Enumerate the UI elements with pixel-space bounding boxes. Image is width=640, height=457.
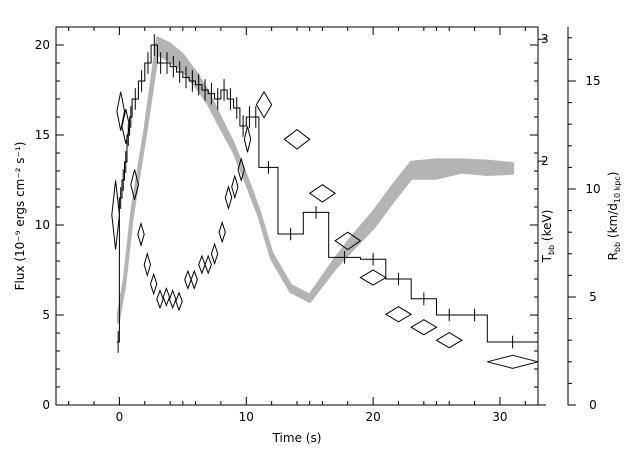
y3-tick-label: 5 xyxy=(589,290,597,304)
y-tick-label: 20 xyxy=(35,38,50,52)
radius-diamond xyxy=(231,174,239,200)
radius-diamond xyxy=(334,231,362,251)
flux-bin-point xyxy=(179,71,181,73)
flux-bin-point xyxy=(217,98,219,100)
svg-text:Rbb (km/d10 kpc): Rbb (km/d10 kpc) xyxy=(606,172,622,261)
radius-diamond xyxy=(224,185,233,211)
radius-diamond xyxy=(168,289,177,310)
flux-bin-point xyxy=(166,62,168,64)
radius-diamond xyxy=(143,252,152,278)
flux-bin-point xyxy=(147,62,149,64)
flux-bin-point xyxy=(315,211,317,213)
flux-bin-point xyxy=(255,116,257,118)
x-axis: 0 10 20 30 xyxy=(55,27,526,424)
radius-diamond xyxy=(210,242,219,266)
radius-diamond xyxy=(175,291,183,312)
radius-diamond xyxy=(116,91,126,131)
y-axis-left: 0 5 10 15 20 xyxy=(35,38,538,412)
flux-bin-point xyxy=(117,341,119,343)
flux-bin-point xyxy=(290,233,292,235)
radius-diamond xyxy=(359,269,387,286)
flux-bin-point xyxy=(242,125,244,127)
y2-tick-label: 3 xyxy=(541,32,549,46)
flux-bin-point xyxy=(130,116,132,118)
flux-bin-point xyxy=(120,197,122,199)
x-tick-label: 30 xyxy=(492,410,507,424)
radius-diamond xyxy=(111,180,120,250)
flux-bin-point xyxy=(372,258,374,260)
flux-bin-point xyxy=(343,256,346,258)
radius-diamond xyxy=(308,184,336,203)
temperature-band xyxy=(116,36,515,324)
flux-bin-point xyxy=(122,179,124,181)
radius-diamond xyxy=(384,306,413,323)
x-axis-label: Time (s) xyxy=(272,431,322,445)
y3-tick-label: 10 xyxy=(585,182,600,196)
radius-diamond-layer xyxy=(111,90,539,369)
flux-bin-point xyxy=(210,93,212,95)
radius-diamond xyxy=(121,108,131,144)
flux-bin-point xyxy=(153,44,155,46)
flux-bin-point xyxy=(512,341,514,343)
radius-diamond xyxy=(255,90,273,119)
flux-bin-point xyxy=(160,62,162,64)
y2-tick-label: 2 xyxy=(541,154,549,168)
flux-bin-point xyxy=(473,314,476,316)
y2-axis-label: Tbb (keV) xyxy=(540,210,556,264)
radius-diamond xyxy=(190,269,198,290)
y3-axis-label: Rbb (km/d10 kpc) xyxy=(606,172,622,261)
flux-bin-point xyxy=(223,89,225,91)
radius-diamond xyxy=(410,319,438,336)
flux-bin-point xyxy=(172,66,174,68)
radius-diamond xyxy=(130,169,139,200)
flux-bin-point xyxy=(134,98,136,100)
radius-diamond xyxy=(283,128,311,150)
plot-frame xyxy=(55,26,539,406)
flux-bin-point xyxy=(191,80,193,82)
temperature-band-layer xyxy=(116,36,515,324)
y-tick-label: 0 xyxy=(42,398,50,412)
radius-diamond xyxy=(137,221,145,247)
radius-diamond xyxy=(204,254,212,275)
flux-bin-point xyxy=(204,89,206,91)
flux-bin-point xyxy=(423,298,425,300)
flux-histogram-line xyxy=(116,44,538,343)
radius-diamond xyxy=(435,332,463,349)
radius-diamond xyxy=(487,354,539,369)
y-axis-temperature: 23 xyxy=(538,32,549,406)
x-tick-label: 10 xyxy=(239,410,254,424)
x-tick-label: 20 xyxy=(365,410,380,424)
flux-bin-point xyxy=(236,107,238,109)
y-axis-label: Flux (10⁻⁹ ergs cm⁻² s⁻¹) xyxy=(13,142,27,291)
flux-bin-point xyxy=(267,166,270,168)
flux-bin-point xyxy=(229,98,232,100)
flux-bin-point xyxy=(198,84,200,86)
flux-bin-point xyxy=(248,116,251,118)
radius-diamond xyxy=(237,157,245,183)
flux-histogram-layer xyxy=(116,34,538,353)
y-axis-radius: 0 5 10 15 xyxy=(568,37,601,412)
radius-diamond xyxy=(198,254,206,275)
radius-diamond xyxy=(162,286,171,308)
y-tick-label: 15 xyxy=(35,128,50,142)
y-tick-label: 5 xyxy=(42,308,50,322)
radius-diamond xyxy=(218,220,226,244)
radius-diamond xyxy=(149,272,158,296)
flux-bin-point xyxy=(125,161,127,163)
flux-bin-point xyxy=(397,278,400,280)
y3-tick-label: 15 xyxy=(585,74,600,88)
flux-bin-point xyxy=(185,76,187,78)
radius-diamond xyxy=(243,126,252,153)
radius-diamond xyxy=(184,269,192,290)
flux-bin-point xyxy=(448,314,450,316)
svg-text:Tbb (keV): Tbb (keV) xyxy=(540,210,556,264)
y-tick-label: 10 xyxy=(35,218,50,232)
y3-tick-label: 0 xyxy=(589,398,597,412)
flux-bin-point xyxy=(141,80,143,82)
x-tick-label: 0 xyxy=(116,410,124,424)
radius-diamond xyxy=(156,289,164,310)
